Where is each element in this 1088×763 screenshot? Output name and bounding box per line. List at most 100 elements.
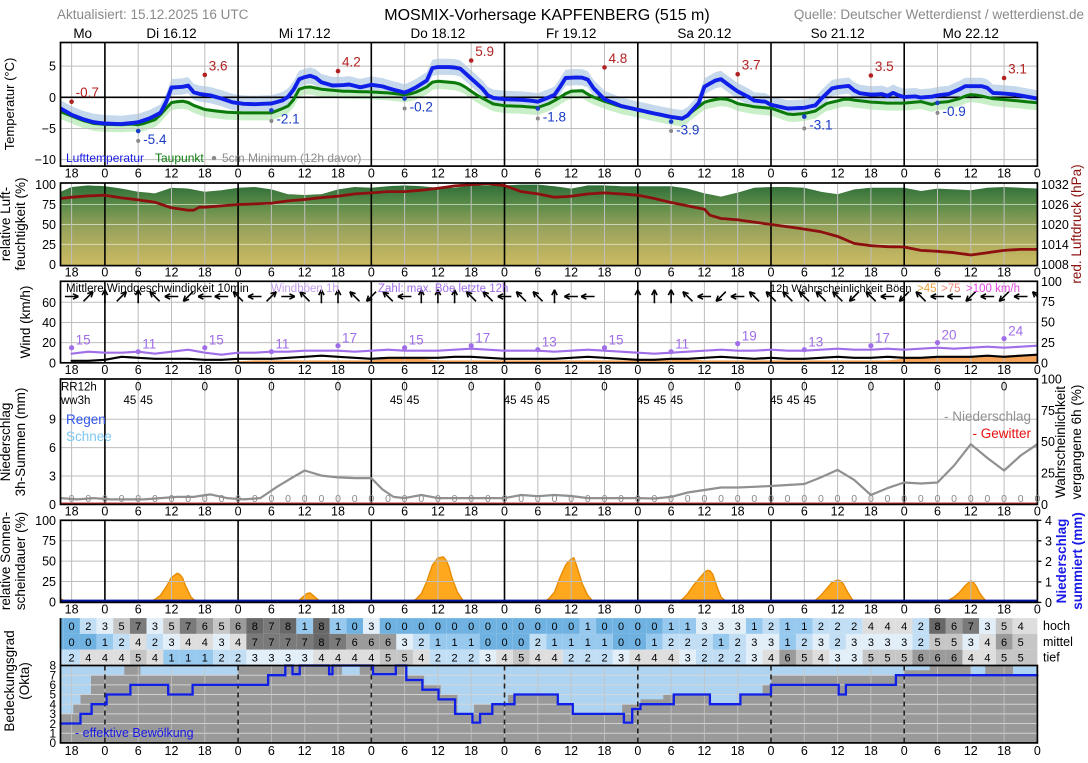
svg-text:6: 6 <box>934 744 941 758</box>
svg-text:12: 12 <box>431 167 445 181</box>
svg-text:3: 3 <box>102 621 108 633</box>
svg-text:0: 0 <box>601 621 607 633</box>
svg-text:18: 18 <box>997 505 1011 519</box>
svg-text:3: 3 <box>701 621 707 633</box>
svg-text:18: 18 <box>198 265 212 279</box>
svg-text:12: 12 <box>564 363 578 377</box>
svg-text:Regen: Regen <box>66 412 106 427</box>
svg-text:7: 7 <box>49 668 56 682</box>
svg-text:1: 1 <box>668 621 674 633</box>
svg-text:1: 1 <box>785 637 791 649</box>
svg-text:3: 3 <box>252 653 258 665</box>
svg-text:6: 6 <box>135 603 142 617</box>
svg-text:6: 6 <box>135 265 142 279</box>
svg-text:6: 6 <box>135 363 142 377</box>
svg-text:18: 18 <box>331 363 345 377</box>
svg-text:4: 4 <box>651 653 657 665</box>
svg-text:12: 12 <box>298 744 312 758</box>
svg-text:6: 6 <box>951 653 957 665</box>
svg-text:0: 0 <box>868 493 874 505</box>
svg-text:0: 0 <box>618 637 624 649</box>
svg-text:Lufttemperatur: Lufttemperatur <box>66 151 144 165</box>
svg-text:18: 18 <box>198 167 212 181</box>
svg-text:12: 12 <box>697 363 711 377</box>
svg-text:45: 45 <box>637 395 650 407</box>
svg-text:0: 0 <box>135 382 141 394</box>
svg-text:2: 2 <box>568 653 574 665</box>
svg-text:4: 4 <box>1018 621 1024 633</box>
svg-text:1: 1 <box>435 637 441 649</box>
svg-text:3: 3 <box>818 637 824 649</box>
svg-text:0: 0 <box>368 265 375 279</box>
svg-text:−5: −5 <box>42 122 56 136</box>
svg-text:0: 0 <box>335 382 341 394</box>
svg-text:0: 0 <box>501 637 507 649</box>
svg-text:1020: 1020 <box>1041 218 1069 232</box>
svg-text:6: 6 <box>49 441 56 455</box>
svg-text:45: 45 <box>124 395 137 407</box>
svg-text:6: 6 <box>668 167 675 181</box>
svg-text:0: 0 <box>634 265 641 279</box>
svg-text:4.2: 4.2 <box>342 55 361 70</box>
svg-text:0: 0 <box>1045 596 1052 610</box>
svg-text:6: 6 <box>401 603 408 617</box>
svg-text:5: 5 <box>119 621 125 633</box>
svg-text:0: 0 <box>535 621 541 633</box>
svg-text:>45: >45 <box>917 283 937 295</box>
svg-text:2: 2 <box>801 637 807 649</box>
svg-text:0: 0 <box>701 493 707 505</box>
svg-text:18: 18 <box>331 603 345 617</box>
svg-text:18: 18 <box>731 167 745 181</box>
svg-text:4: 4 <box>185 637 191 649</box>
svg-text:Mo: Mo <box>73 26 92 41</box>
svg-text:12: 12 <box>697 167 711 181</box>
svg-text:2: 2 <box>768 621 774 633</box>
svg-text:3: 3 <box>402 637 408 649</box>
svg-text:12: 12 <box>831 505 845 519</box>
svg-text:0: 0 <box>651 621 657 633</box>
svg-text:Wind (km/h): Wind (km/h) <box>18 286 33 359</box>
svg-text:18: 18 <box>864 167 878 181</box>
svg-text:0: 0 <box>518 493 524 505</box>
svg-text:0: 0 <box>968 493 974 505</box>
svg-text:0: 0 <box>368 363 375 377</box>
svg-text:6: 6 <box>668 505 675 519</box>
svg-text:hoch: hoch <box>1043 619 1070 633</box>
svg-text:0: 0 <box>202 493 208 505</box>
svg-text:6: 6 <box>202 621 208 633</box>
svg-text:2: 2 <box>701 653 707 665</box>
svg-text:1: 1 <box>651 637 657 649</box>
svg-text:0: 0 <box>468 493 474 505</box>
svg-text:Do 18.12: Do 18.12 <box>411 26 466 41</box>
svg-text:18: 18 <box>864 363 878 377</box>
svg-text:0: 0 <box>768 167 775 181</box>
svg-text:4: 4 <box>318 653 324 665</box>
svg-text:6: 6 <box>534 363 541 377</box>
svg-text:1: 1 <box>751 621 757 633</box>
svg-text:6: 6 <box>534 167 541 181</box>
svg-text:4: 4 <box>984 637 990 649</box>
svg-text:4: 4 <box>818 653 824 665</box>
svg-text:- Gewitter: - Gewitter <box>972 426 1031 441</box>
svg-text:0: 0 <box>535 493 541 505</box>
svg-text:6: 6 <box>135 744 142 758</box>
svg-text:2: 2 <box>152 637 158 649</box>
svg-text:9: 9 <box>49 413 56 427</box>
svg-text:0: 0 <box>368 493 374 505</box>
svg-text:6: 6 <box>801 603 808 617</box>
svg-text:5.9: 5.9 <box>475 44 494 59</box>
svg-text:18: 18 <box>598 505 612 519</box>
svg-text:3.5: 3.5 <box>875 59 894 74</box>
svg-text:12: 12 <box>964 265 978 279</box>
svg-text:0: 0 <box>49 595 56 609</box>
svg-text:0: 0 <box>901 167 908 181</box>
svg-text:5: 5 <box>135 653 141 665</box>
svg-text:18: 18 <box>598 744 612 758</box>
svg-text:Windböen 1h: Windböen 1h <box>271 283 339 295</box>
svg-text:45: 45 <box>770 395 783 407</box>
svg-text:12: 12 <box>431 603 445 617</box>
svg-text:12: 12 <box>431 265 445 279</box>
svg-text:0: 0 <box>385 621 391 633</box>
svg-text:3: 3 <box>984 621 990 633</box>
svg-text:12: 12 <box>964 167 978 181</box>
